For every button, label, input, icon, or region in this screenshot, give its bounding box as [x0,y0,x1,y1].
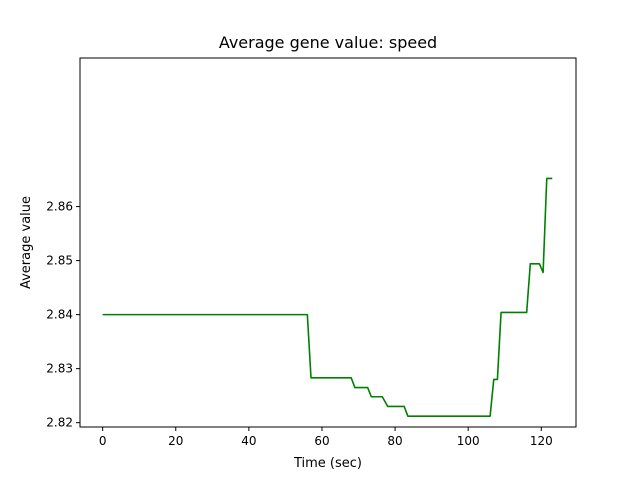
y-axis-label: Average value [19,196,34,289]
y-tick-label: 2.86 [46,200,73,214]
plot-area-frame [79,57,577,428]
x-axis-label: Time (sec) [293,456,362,471]
x-tick-label: 20 [168,434,183,448]
x-axis-ticks: 0 20 40 60 80 100 120 [99,427,553,448]
y-tick-label: 2.82 [46,416,73,430]
x-tick-label: 40 [241,434,256,448]
x-tick-label: 100 [457,434,480,448]
y-tick-label: 2.83 [46,362,73,376]
series-line [102,177,553,417]
x-tick-label: 60 [314,434,329,448]
x-tick-label: 0 [99,434,107,448]
y-tick-label: 2.84 [46,308,73,322]
y-tick-label: 2.85 [46,254,73,268]
series-layer [102,177,553,417]
chart-title: Average gene value: speed [219,33,437,52]
y-axis-ticks: 2.82 2.83 2.84 2.85 2.86 [46,200,80,430]
x-tick-label: 120 [530,434,553,448]
x-tick-label: 80 [387,434,402,448]
